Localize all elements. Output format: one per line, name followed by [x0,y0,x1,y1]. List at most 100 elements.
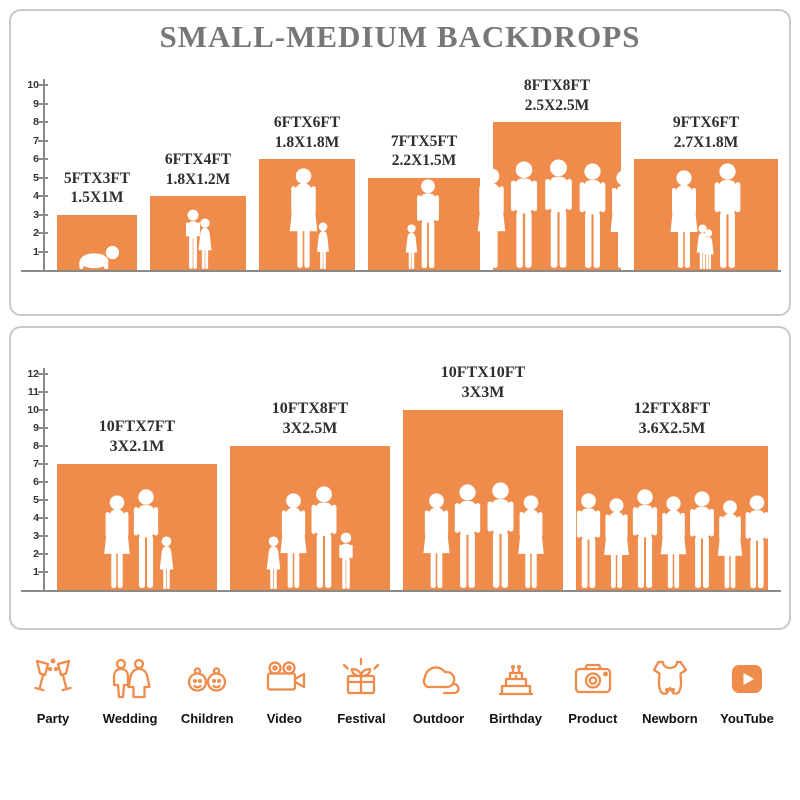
category-wedding: Wedding [93,655,167,726]
size-ft-text: 10FTX10FT [440,364,526,381]
backdrop-block [57,464,217,590]
category-row: Party Wedding Children Video Festival Outdoor… [16,655,784,726]
ruler-number: 3 [33,208,39,221]
ruler-tick [38,84,48,86]
person-silhouette [422,493,450,589]
category-label: Product [568,711,618,726]
backdrop-size-label: 7FTX5FT 2.2X1.5M [391,132,457,171]
person-silhouette [517,495,544,589]
ruler-tick [38,427,48,429]
backdrop-block [403,410,563,590]
ruler-number: 9 [33,422,39,434]
silhouette-group [230,486,390,590]
category-outdoor: Outdoor [402,655,476,726]
ruler-number: 4 [33,512,39,524]
category-label: Party [36,711,70,726]
backdrop-block [230,446,390,590]
person-silhouette [405,224,417,270]
size-ft-text: 5FTX3FT [63,169,131,187]
ruler-number: 4 [33,190,39,202]
ruler-tick [38,176,48,179]
person-silhouette [660,496,686,589]
backdrop-size-label: 6FTX6FT 1.8X1.8M [274,113,340,152]
backdrop: 12FTX8FT 3.6X2.5M [576,399,768,590]
backdrop-bars: 5FTX3FT 1.5X1M 6FTX4FT 1.8X1.2M 6FTX6FT 1.8X1… [57,76,778,270]
ruler-tick [38,195,48,197]
category-newborn: Newborn [633,655,707,726]
category-label: Video [266,711,302,726]
size-m-text: 2.7X1.8M [673,133,739,151]
backdrop-block [368,177,480,270]
ruler-number: 2 [33,548,39,560]
silhouette-group [259,168,355,270]
ruler-tick [38,517,48,519]
ruler-tick [38,445,48,447]
size-ft-text: 6FTX4FT [164,151,232,169]
ruler-tick [38,232,48,234]
ruler-tick [38,481,48,483]
person-silhouette [311,486,337,588]
youtube-icon [723,655,771,703]
newborn-icon [646,655,694,703]
size-scale-plot-medium: 10FTX7FT 3X2.1M 10FTX8FT 3X2.5M 10FTX10FT 3X3… [21,350,781,592]
category-label: Festival [337,711,386,726]
person-silhouette [339,532,353,589]
size-ft-text: 12FTX8FT [633,400,711,417]
category-youtube: YouTube [710,655,784,726]
person-silhouette [702,229,714,270]
ground-line [21,590,781,592]
person-silhouette [198,218,212,269]
ruler-line [43,79,45,270]
ruler-tick [38,373,48,375]
ruler-number: 10 [27,79,39,91]
person-silhouette [159,536,173,589]
category-label: Children [180,711,234,726]
category-product: Product [556,655,630,726]
backdrop-block [576,446,768,590]
category-label: YouTube [720,711,774,726]
ruler-number: 2 [33,227,39,239]
person-silhouette [266,536,281,589]
ruler-number: 7 [33,458,39,470]
ruler-tick [38,499,48,501]
backdrop-block [477,122,637,270]
size-ft-text: 10FTX8FT [271,400,349,417]
person-silhouette [632,489,657,588]
ruler-tick [38,158,48,160]
size-ft-text: 7FTX5FT [390,132,458,150]
backdrop-size-label: 10FTX8FT 3X2.5M [272,399,348,439]
silhouette-group [57,245,137,270]
panel-medium-backdrops: 10FTX7FT 3X2.1M 10FTX8FT 3X2.5M 10FTX10FT 3X3… [9,326,791,630]
backdrop-size-label: 10FTX7FT 3X2.1M [99,417,175,457]
person-silhouette [316,222,329,270]
ruler-tick [38,463,48,465]
size-scale-plot-small: 5FTX3FT 1.5X1M 6FTX4FT 1.8X1.2M 6FTX6FT 1.8X1… [21,56,781,272]
backdrop-size-label: 5FTX3FT 1.5X1M [64,169,130,208]
size-m-text: 2.5X2.5M [524,96,590,114]
baby-silhouette [78,245,119,270]
backdrop: 6FTX6FT 1.8X1.8M [259,113,355,270]
category-label: Birthday [489,711,543,726]
category-children: Children [170,655,244,726]
backdrop: 10FTX8FT 3X2.5M [230,399,390,590]
backdrop-block [57,214,137,270]
panel-small-backdrops: SMALL-MEDIUM BACKDROPS 5FTX3FT 1.5X1M 6FTX… [9,9,791,316]
person-silhouette [689,491,714,589]
ruler-line [43,368,45,590]
ruler-number: 8 [33,440,39,452]
party-icon [29,655,77,703]
product-icon [569,655,617,703]
person-silhouette [510,161,537,268]
person-silhouette [603,498,629,589]
backdrop-size-label: 10FTX10FT 3X3M [441,363,525,403]
birthday-icon [492,655,540,703]
ruler-tick [38,139,48,142]
festival-icon [337,655,385,703]
size-ft-text: 10FTX7FT [98,418,176,435]
backdrop: 6FTX4FT 1.8X1.2M [150,150,246,270]
silhouette-group [576,489,768,590]
person-silhouette [185,209,201,269]
backdrop-block [150,196,246,270]
person-silhouette [487,482,513,588]
outdoor-icon [415,655,463,703]
